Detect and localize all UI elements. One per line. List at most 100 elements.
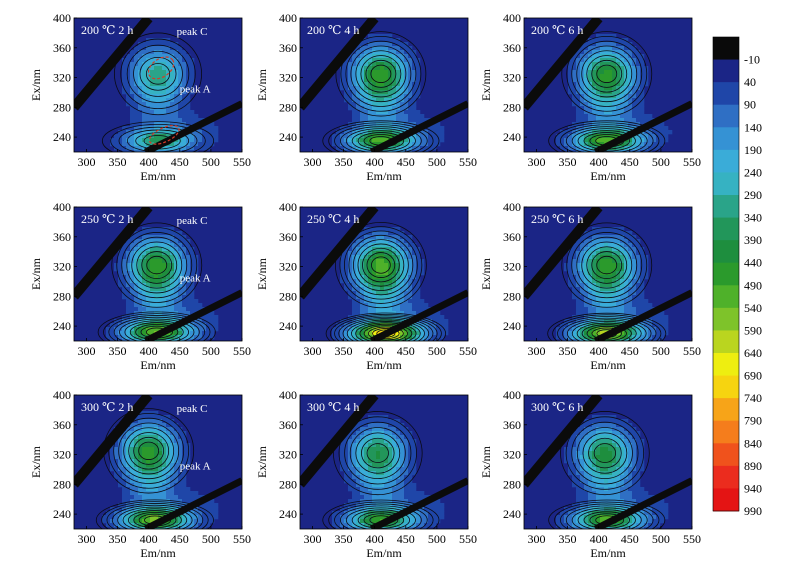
plot-frame [523,394,693,530]
scatter-bands [74,18,242,152]
y-axis-title: Ex/nm [29,68,43,101]
peak-a-label: peak A [180,272,211,284]
scatter-bands [300,395,468,529]
rayleigh-band [74,18,153,111]
x-tick-label: 300 [527,344,545,358]
peak-c-label: peak C [177,26,208,38]
colorbar-tick-label: 40 [744,75,756,89]
x-axis-title: Em/nm [366,358,402,372]
y-tick-label: 400 [279,11,297,25]
x-tick-label: 350 [109,532,127,546]
y-tick-label: 320 [53,260,71,274]
x-tick-label: 300 [77,532,95,546]
plot-frame [73,206,243,342]
x-tick-label: 550 [683,344,701,358]
y-tick-label: 280 [53,477,71,491]
y-tick-label: 320 [279,71,297,85]
colorbar-swatch [713,172,739,196]
second-order-band [369,100,468,152]
colorbar-swatch [713,217,739,241]
colorbar-tick-label: 390 [744,233,762,247]
y-tick-label: 240 [503,507,521,521]
x-tick-label: 500 [202,344,220,358]
plot-frame [523,206,693,342]
y-tick-label: 360 [53,230,71,244]
colorbar-swatch [713,375,739,399]
x-axis-title: Em/nm [140,546,176,560]
x-tick-label: 450 [621,532,639,546]
x-tick-label: 350 [335,155,353,169]
y-tick-label: 400 [53,11,71,25]
colorbar-tick-label: 90 [744,98,756,112]
x-tick-label: 500 [652,344,670,358]
colorbar-tick-label: 540 [744,301,762,315]
x-tick-label: 500 [652,532,670,546]
y-tick-label: 400 [503,200,521,214]
colorbar-swatch [713,398,739,422]
x-tick-label: 550 [233,344,251,358]
y-tick-label: 280 [279,477,297,491]
x-tick-label: 350 [559,344,577,358]
y-tick-label: 400 [53,388,71,402]
colorbar-tick-label: 140 [744,120,762,134]
x-tick-label: 350 [559,532,577,546]
y-axis-title: Ex/nm [479,257,493,290]
x-tick-label: 300 [527,155,545,169]
x-tick-label: 350 [335,532,353,546]
x-tick-label: 350 [109,344,127,358]
x-tick-label: 450 [171,344,189,358]
colorbar-swatch [713,82,739,106]
y-tick-label: 320 [279,260,297,274]
y-tick-label: 240 [53,507,71,521]
colorbar-swatch [713,443,739,467]
y-tick-label: 320 [53,448,71,462]
scatter-bands [524,395,692,529]
x-tick-label: 400 [366,532,384,546]
x-tick-label: 550 [459,155,477,169]
x-tick-label: 400 [590,344,608,358]
eem-panel-4: 250 ℃ 2 h peak C peak A 300 350 400 450 500 550 2… [29,200,251,372]
panel-label: 200 ℃ 4 h [307,23,359,37]
colorbar-tick-label: 340 [744,211,762,225]
colorbar-tick-label: 490 [744,278,762,292]
colorbar-tick-label: 640 [744,346,762,360]
x-tick-label: 450 [621,344,639,358]
y-axis-title: Ex/nm [255,68,269,101]
x-tick-label: 300 [77,344,95,358]
x-tick-label: 400 [366,155,384,169]
panel-label: 300 ℃ 6 h [531,400,583,414]
y-tick-label: 240 [279,130,297,144]
second-order-band [369,289,468,341]
y-tick-label: 400 [279,200,297,214]
y-tick-label: 360 [503,418,521,432]
colorbar-swatch [713,104,739,128]
colorbar-tick-label: -10 [744,53,760,67]
y-tick-label: 400 [503,388,521,402]
x-tick-label: 300 [303,344,321,358]
x-tick-label: 300 [303,532,321,546]
x-axis-title: Em/nm [140,358,176,372]
colorbar-tick-label: 740 [744,391,762,405]
y-axis-title: Ex/nm [29,257,43,290]
colorbar-tick-label: 840 [744,436,762,450]
x-tick-label: 550 [683,532,701,546]
colorbar-swatch [713,59,739,83]
second-order-band [593,100,692,152]
y-tick-label: 240 [53,130,71,144]
y-tick-label: 360 [53,41,71,55]
colorbar-swatch [713,353,739,376]
eem-panel-8: 300 ℃ 4 h 300 350 400 450 500 550 240 280 320 360 4… [255,388,477,560]
eem-panel-9: 300 ℃ 6 h 300 350 400 450 500 550 240 280 320 360 4… [479,388,701,560]
x-axis-title: Em/nm [366,546,402,560]
second-order-band [143,477,242,529]
plot-frame [73,17,243,153]
second-order-band [369,477,468,529]
y-tick-label: 240 [279,507,297,521]
colorbar-tick-label: 290 [744,188,762,202]
plot-frame [299,17,469,153]
scatter-bands [74,395,242,529]
scatter-bands [524,18,692,152]
colorbar-swatch [713,240,739,264]
x-tick-label: 500 [202,532,220,546]
